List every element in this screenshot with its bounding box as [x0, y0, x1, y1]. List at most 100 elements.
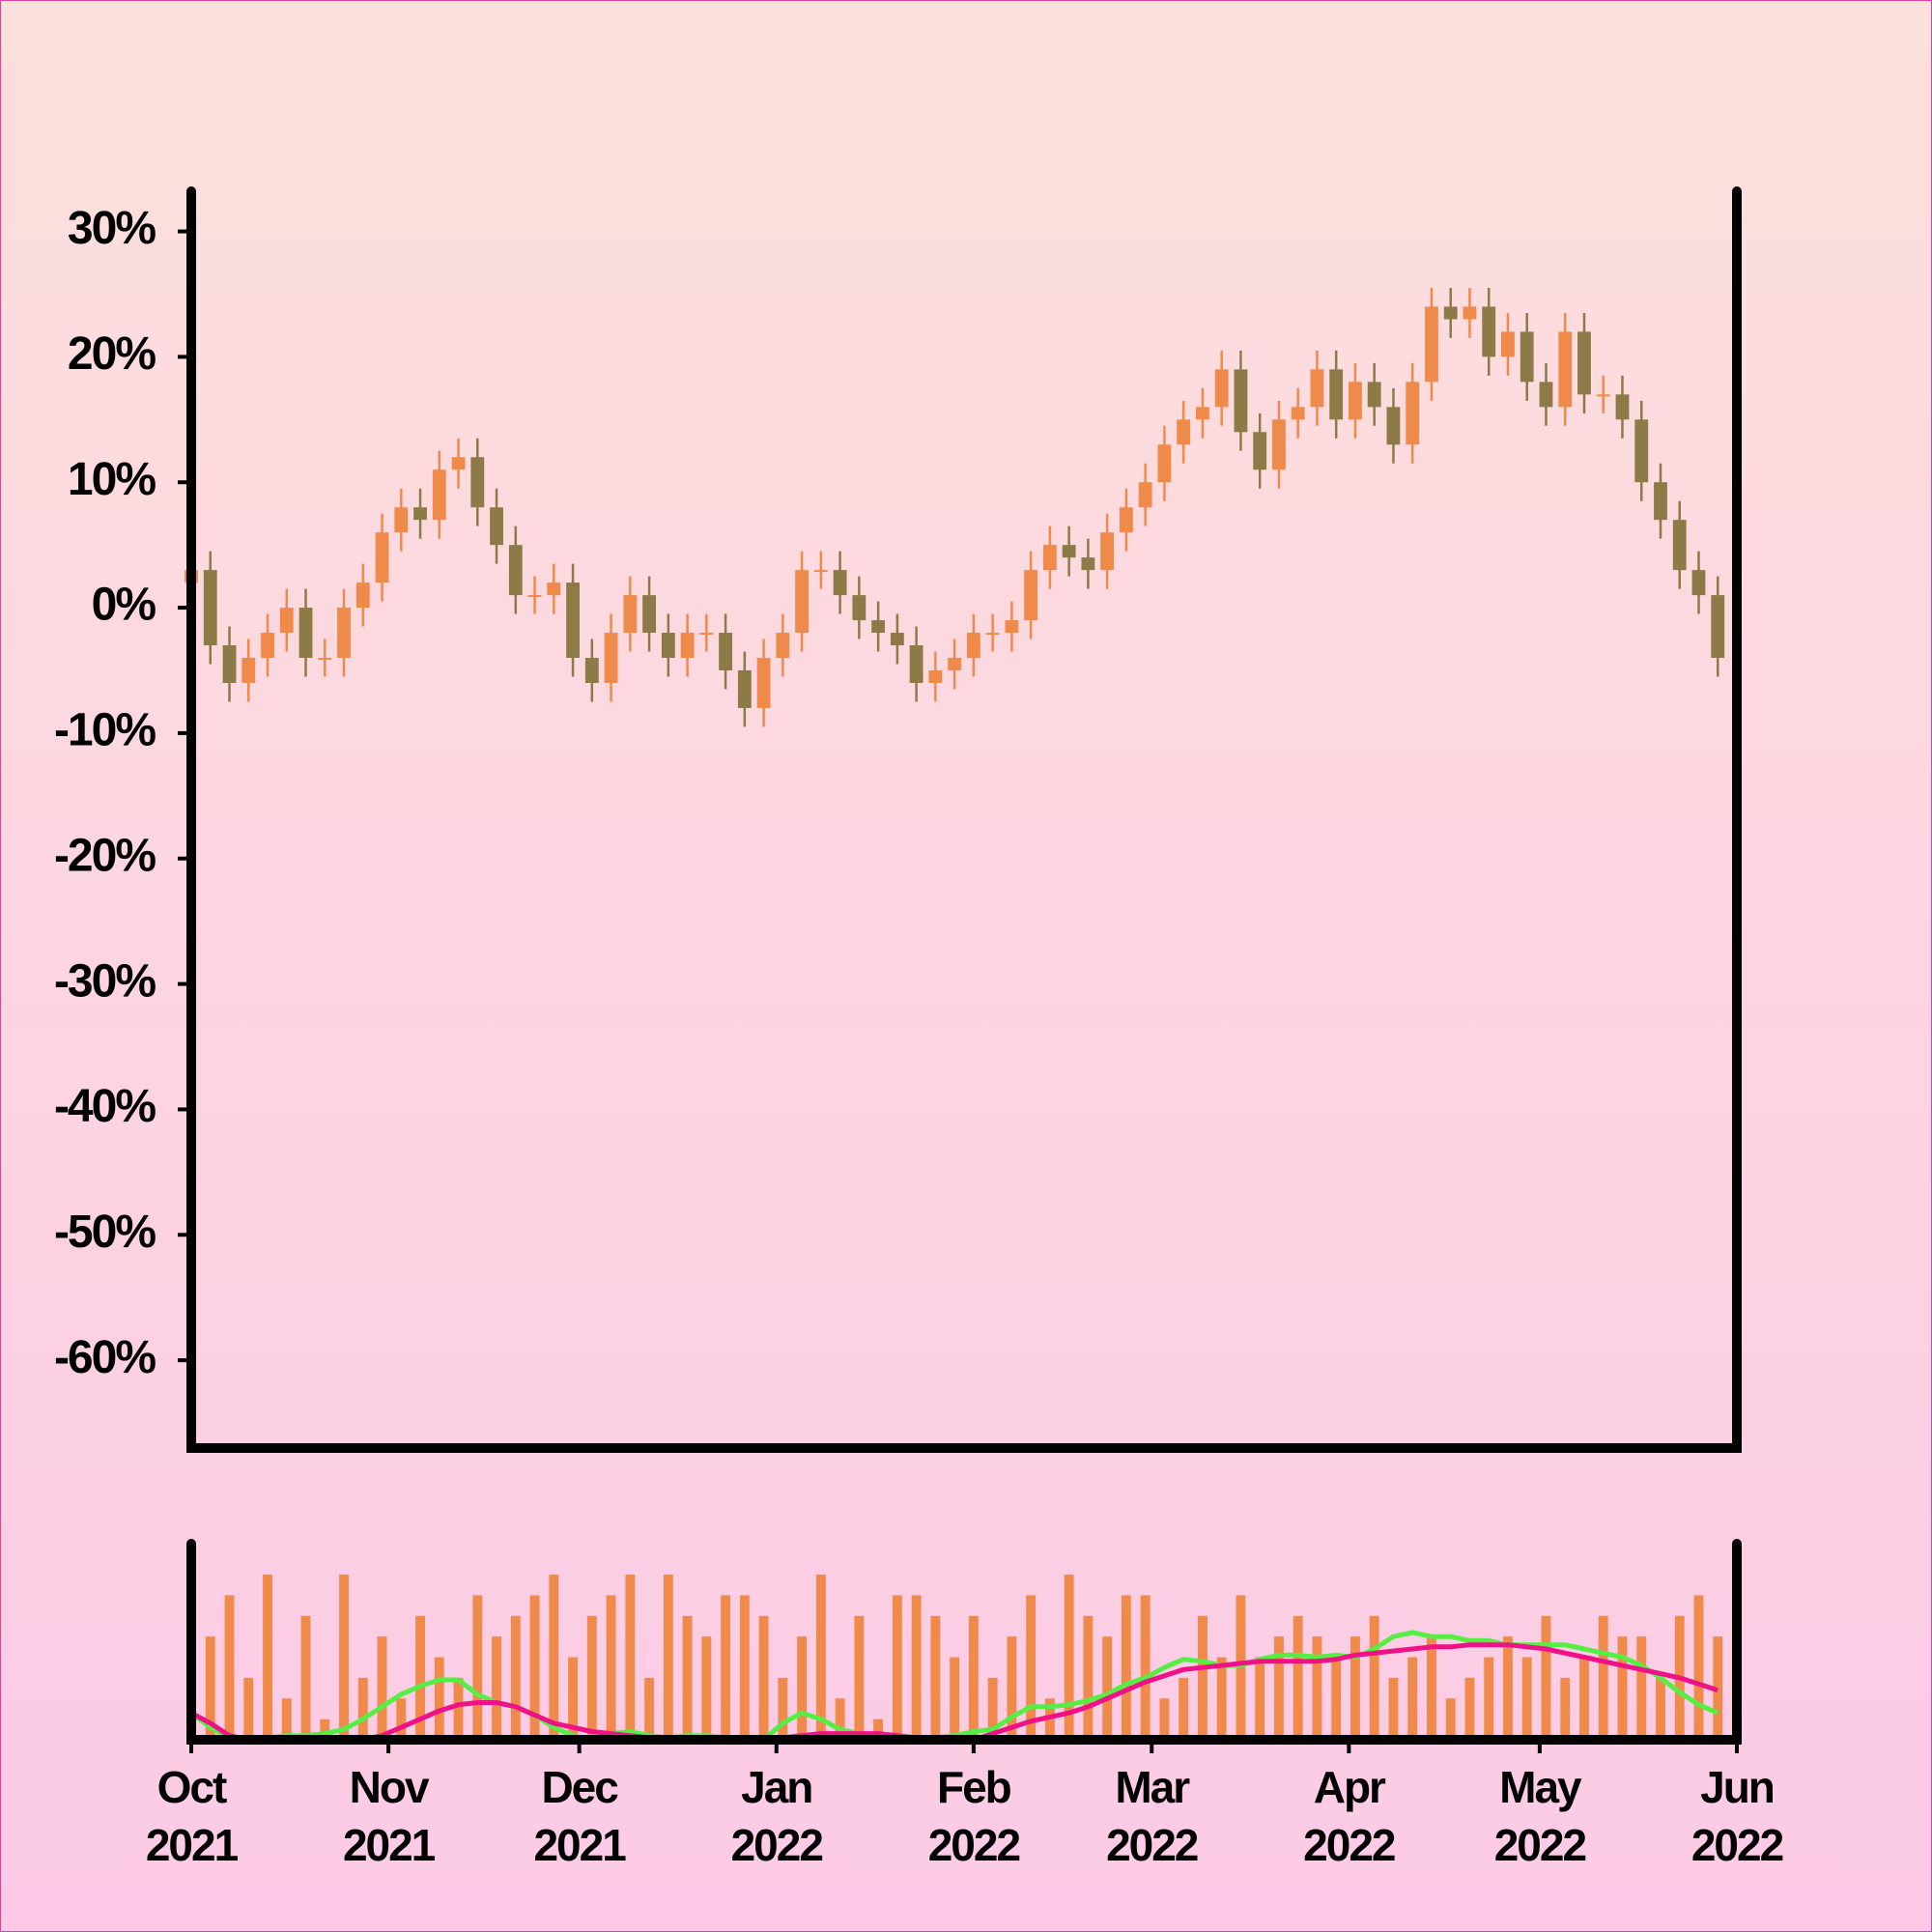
- volume-bar: [339, 1575, 349, 1740]
- candle-body: [813, 570, 828, 573]
- volume-bar: [987, 1677, 998, 1740]
- volume-bar: [1064, 1575, 1074, 1740]
- candle-body: [1463, 306, 1477, 320]
- volume-bar: [205, 1636, 215, 1740]
- candle-body: [1234, 369, 1248, 433]
- volume-bar: [472, 1595, 483, 1740]
- volume-bar: [758, 1615, 769, 1740]
- volume-bar: [930, 1615, 941, 1740]
- volume-bar: [739, 1595, 750, 1740]
- candle-body: [737, 669, 752, 708]
- candle-body: [1672, 520, 1687, 571]
- candle-body: [1100, 532, 1115, 571]
- candle-body: [547, 582, 561, 596]
- volume-bar: [1216, 1657, 1227, 1740]
- candle-body: [1272, 419, 1286, 470]
- volume-bar: [549, 1575, 559, 1740]
- volume-bar: [1521, 1657, 1532, 1740]
- volume-bar: [854, 1615, 865, 1740]
- candle-body: [1042, 545, 1057, 571]
- candle-body: [1634, 419, 1649, 483]
- volume-bar: [1636, 1636, 1647, 1740]
- volume-bar: [778, 1677, 788, 1740]
- candle-body: [604, 633, 618, 683]
- volume-bar: [1197, 1615, 1208, 1740]
- volume-axes: [186, 1539, 1742, 1745]
- volume-bar: [721, 1595, 731, 1740]
- volume-bar: [1369, 1615, 1379, 1740]
- candle-body: [623, 595, 638, 634]
- volume-bar: [1579, 1657, 1589, 1740]
- volume-bar: [1656, 1677, 1665, 1740]
- candle-body: [1711, 595, 1725, 659]
- price-axes: [186, 186, 1742, 1453]
- candle-body: [566, 582, 580, 659]
- volume-bar: [263, 1575, 272, 1740]
- volume-bar: [1598, 1615, 1608, 1740]
- x-tick-label: Oct 2021: [146, 1762, 239, 1870]
- volume-bar: [1503, 1636, 1513, 1740]
- y-tick-label: -20%: [54, 830, 156, 881]
- volume-bar: [1273, 1636, 1284, 1740]
- volume-bar: [396, 1698, 407, 1740]
- x-tick-label: Apr 2022: [1303, 1762, 1395, 1870]
- candle-body: [1310, 369, 1324, 408]
- volume-bar: [224, 1595, 235, 1740]
- volume-bar: [911, 1595, 922, 1740]
- volume-bar: [625, 1575, 636, 1740]
- candle-body: [394, 507, 409, 533]
- volume-bar: [1331, 1657, 1342, 1740]
- candle-body: [680, 633, 695, 659]
- candle-body: [279, 608, 294, 634]
- volume-bar: [663, 1575, 673, 1740]
- volume-bar: [1541, 1615, 1551, 1740]
- candle-body: [795, 570, 810, 634]
- candle-body: [355, 582, 370, 609]
- volume-bar: [815, 1575, 826, 1740]
- volume-bar: [1484, 1657, 1494, 1740]
- volume-bar: [1121, 1595, 1131, 1740]
- candle-body: [928, 669, 943, 683]
- x-tick-label: Mar 2022: [1106, 1762, 1198, 1870]
- candle-body: [298, 608, 313, 659]
- volume-bar: [415, 1615, 425, 1740]
- candle-body: [413, 507, 427, 521]
- candle-body: [470, 457, 485, 508]
- candle-body: [890, 633, 904, 646]
- volume-bar: [1255, 1657, 1265, 1740]
- volume-bar: [434, 1657, 444, 1740]
- candle-body: [1367, 382, 1381, 408]
- candle-body: [1482, 306, 1496, 357]
- x-tick-label: Dec 2021: [533, 1762, 626, 1870]
- volume-bar: [873, 1719, 884, 1740]
- candle-body: [1501, 331, 1515, 357]
- volume-bar: [797, 1636, 808, 1740]
- volume-bar: [492, 1636, 501, 1740]
- x-tick-label: Nov 2021: [343, 1762, 436, 1870]
- candle-body: [527, 595, 542, 598]
- candle-body: [508, 545, 523, 596]
- candle-body: [1558, 331, 1573, 408]
- volume-bar: [377, 1636, 387, 1740]
- candle-body: [776, 633, 790, 659]
- y-tick-label: 20%: [68, 328, 156, 380]
- candle-body: [1615, 394, 1630, 420]
- candle-body: [1005, 620, 1019, 634]
- candle-body: [490, 507, 503, 546]
- y-tick-label: -10%: [54, 705, 156, 756]
- x-tick-label: Feb 2022: [928, 1762, 1020, 1870]
- candle-body: [1157, 444, 1172, 483]
- candle-body: [909, 645, 923, 683]
- volume-bar: [1102, 1636, 1113, 1740]
- volume-bar: [968, 1615, 979, 1740]
- volume-bar: [1407, 1657, 1418, 1740]
- volume-bar: [357, 1677, 368, 1740]
- volume-bar: [1617, 1636, 1628, 1740]
- candle-body: [584, 658, 599, 683]
- volume-bar: [1312, 1636, 1322, 1740]
- y-tick-label: -60%: [54, 1332, 156, 1383]
- candle-body: [1196, 407, 1209, 420]
- candle-body: [1425, 306, 1438, 383]
- candle-body: [1443, 306, 1458, 320]
- volume-bar: [701, 1636, 712, 1740]
